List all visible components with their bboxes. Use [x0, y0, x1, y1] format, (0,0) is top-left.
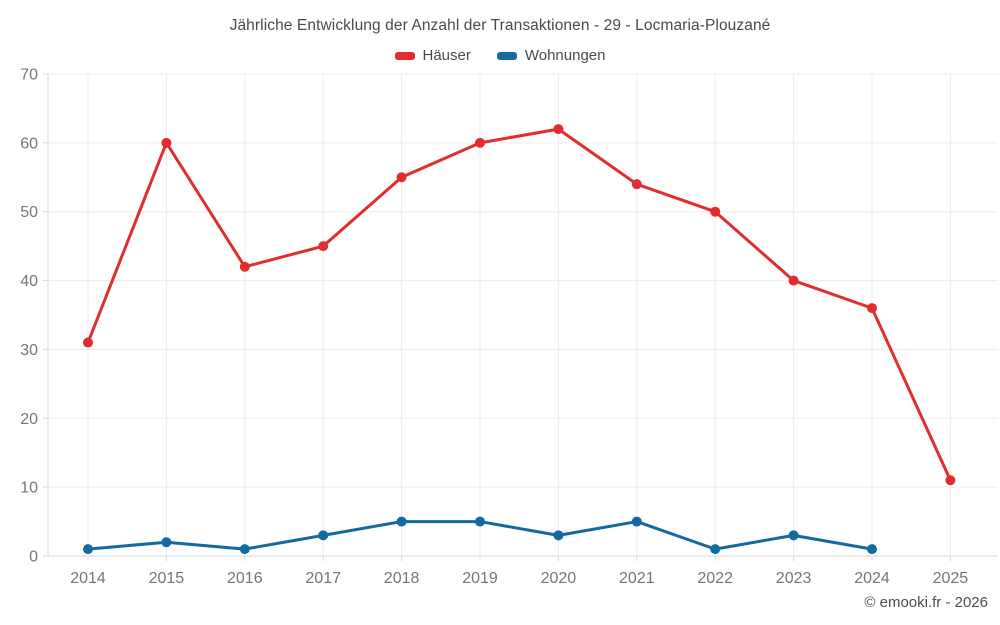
data-point-wohnungen[interactable]	[475, 516, 485, 527]
x-tick-label: 2021	[619, 570, 655, 587]
data-point-haeuser[interactable]	[475, 137, 485, 148]
legend-swatch-haeuser-icon	[394, 51, 415, 60]
y-tick-label: 50	[20, 204, 38, 221]
legend-item-haeuser[interactable]: Häuser	[394, 47, 471, 64]
y-tick-label: 20	[20, 411, 38, 428]
legend: Häuser Wohnungen	[0, 47, 1000, 64]
legend-label-haeuser: Häuser	[422, 47, 471, 64]
series-line-haeuser	[86, 127, 952, 482]
copyright-notice: © emooki.fr - 2026	[864, 594, 988, 611]
x-tick-label: 2018	[384, 570, 420, 587]
x-tick-label: 2024	[854, 570, 890, 587]
data-point-wohnungen[interactable]	[631, 516, 642, 527]
y-tick-label: 10	[20, 480, 38, 497]
legend-item-wohnungen[interactable]: Wohnungen	[496, 47, 606, 64]
data-point-wohnungen[interactable]	[83, 544, 93, 555]
y-tick-label: 30	[20, 342, 38, 359]
data-point-haeuser[interactable]	[396, 172, 407, 183]
legend-swatch-wohnungen-icon	[496, 51, 517, 60]
data-point-wohnungen[interactable]	[318, 530, 329, 541]
x-tick-label: 2025	[933, 570, 969, 587]
data-point-wohnungen[interactable]	[161, 537, 172, 548]
data-point-haeuser[interactable]	[945, 475, 956, 486]
y-tick-label: 60	[20, 135, 38, 152]
data-point-wohnungen[interactable]	[396, 516, 407, 527]
data-point-wohnungen[interactable]	[788, 530, 799, 541]
x-tick-label: 2020	[541, 570, 577, 587]
legend-label-wohnungen: Wohnungen	[524, 47, 606, 64]
data-point-haeuser[interactable]	[788, 275, 799, 286]
data-point-wohnungen[interactable]	[239, 544, 250, 555]
x-tick-label: 2017	[305, 570, 341, 587]
y-tick-label: 70	[20, 67, 38, 84]
chart-title: Jährliche Entwicklung der Anzahl der Tra…	[229, 17, 771, 34]
data-point-haeuser[interactable]	[553, 124, 564, 135]
y-tick-label: 40	[20, 273, 38, 290]
data-point-haeuser[interactable]	[239, 261, 250, 272]
x-tick-label: 2016	[227, 570, 263, 587]
data-point-wohnungen[interactable]	[867, 544, 877, 555]
data-point-haeuser[interactable]	[867, 303, 877, 314]
x-tick-label: 2019	[462, 570, 498, 587]
data-point-wohnungen[interactable]	[710, 544, 721, 555]
data-point-haeuser[interactable]	[631, 179, 642, 190]
data-point-wohnungen[interactable]	[553, 530, 564, 541]
data-point-haeuser[interactable]	[161, 137, 172, 148]
x-tick-label: 2022	[697, 570, 733, 587]
x-tick-label: 2015	[149, 570, 185, 587]
y-tick-label: 0	[29, 549, 38, 566]
data-point-haeuser[interactable]	[83, 337, 93, 348]
x-tick-label: 2023	[776, 570, 812, 587]
x-tick-label: 2014	[70, 570, 106, 587]
data-point-haeuser[interactable]	[318, 241, 329, 252]
data-point-haeuser[interactable]	[710, 206, 721, 217]
